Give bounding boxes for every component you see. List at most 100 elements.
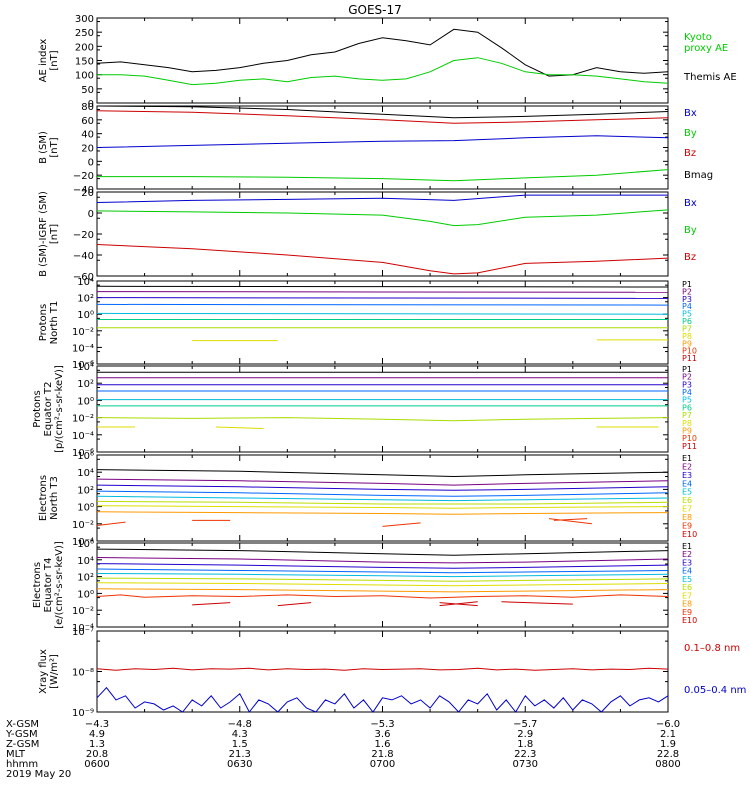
y-tick-label: −40 bbox=[73, 185, 94, 196]
y-tick-label: 10⁴ bbox=[77, 362, 94, 373]
series-line-e10 bbox=[439, 601, 478, 607]
y-tick-label: 10⁻⁴ bbox=[72, 343, 94, 354]
y-tick-label: 10⁴ bbox=[77, 277, 94, 288]
legend-entry: P7 bbox=[682, 324, 692, 333]
series-line-p5 bbox=[96, 312, 669, 315]
series-line-p3 bbox=[96, 297, 669, 299]
series-line-e7 bbox=[96, 582, 669, 587]
plot-title: GOES-17 bbox=[348, 3, 402, 17]
y-tick-label: 10⁻⁴ bbox=[72, 537, 94, 548]
y-tick-label: 10⁰ bbox=[77, 310, 94, 321]
series-line-0-05-0-4-nm bbox=[96, 686, 669, 713]
series-line-e9 bbox=[96, 521, 126, 526]
x-axis-value: 21.3 bbox=[229, 749, 251, 760]
legend-entry: P11 bbox=[682, 354, 697, 363]
x-axis-value: 0600 bbox=[84, 759, 109, 770]
y-axis-label: [nT] bbox=[49, 137, 60, 157]
legend-entry: E10 bbox=[682, 616, 697, 625]
y-axis-label: Electrons bbox=[38, 475, 49, 521]
series-line-e9 bbox=[553, 518, 588, 521]
y-tick-label: 10² bbox=[77, 379, 94, 390]
y-tick-label: 300 bbox=[75, 14, 94, 25]
panel-bdiff: 20 0 −20 −40 −60 B (SM)-IGRF (SM) [nT] Bx By Bz bbox=[38, 188, 697, 283]
legend-entry: E7 bbox=[682, 505, 692, 514]
series-line-e6 bbox=[96, 500, 669, 505]
legend-entry: P10 bbox=[682, 347, 697, 356]
x-axis-value: 22.3 bbox=[514, 749, 536, 760]
legend-entry: E10 bbox=[682, 530, 697, 539]
legend-entry: Bz bbox=[684, 148, 696, 159]
legend-entry: By bbox=[684, 225, 697, 236]
y-axis-label: Xray flux bbox=[38, 649, 49, 694]
y-axis-label: [W/m²] bbox=[49, 654, 60, 689]
y-axis-label: B (SM)-IGRF (SM) bbox=[38, 191, 49, 277]
panel-frame bbox=[96, 17, 669, 104]
y-tick-label: 10⁻⁶ bbox=[72, 360, 94, 371]
series-line-bz bbox=[96, 110, 669, 124]
legend-entry: P8 bbox=[682, 332, 692, 341]
x-axis-value: 3.6 bbox=[375, 729, 391, 740]
x-axis-row-label: MLT bbox=[6, 749, 26, 760]
x-axis-value: 1.5 bbox=[232, 739, 248, 750]
legend-entry: E6 bbox=[682, 496, 692, 505]
legend-entry: 0.1–0.8 nm bbox=[684, 643, 740, 654]
series-line-e3 bbox=[96, 484, 669, 491]
y-axis-label: Protons bbox=[32, 390, 43, 427]
y-tick-label: 10⁻⁶ bbox=[72, 448, 94, 459]
x-axis-footer: X-GSM −4.3 −4.8 −5.3 −5.7 −6.0 Y-GSM 4.9 4.3 3.6 2… bbox=[5, 719, 681, 770]
legend-entry: E9 bbox=[682, 521, 692, 530]
x-axis-value: 2.1 bbox=[660, 729, 676, 740]
panel-ee: 10⁶ 10⁴ 10² 10⁰ 10⁻² 10⁻⁴ Electrons Equator T4[… bbox=[32, 539, 697, 634]
legend-entry: Kyoto bbox=[684, 32, 712, 43]
x-axis-value: −6.0 bbox=[656, 719, 680, 730]
legend-entry: P9 bbox=[682, 339, 692, 348]
legend-entry: P6 bbox=[682, 403, 692, 412]
series-line-p1 bbox=[96, 285, 669, 288]
legend-entry: Bmag bbox=[684, 170, 713, 181]
date-label: 2019 May 20 bbox=[6, 769, 71, 780]
series-line-e10 bbox=[277, 602, 312, 607]
x-axis-value: 1.8 bbox=[517, 739, 533, 750]
series-line-themis-ae bbox=[96, 28, 669, 77]
series-line-e10 bbox=[192, 602, 231, 606]
x-axis-value: 21.8 bbox=[371, 749, 393, 760]
series-line-by bbox=[97, 169, 669, 182]
y-tick-label: 10⁴ bbox=[77, 468, 94, 479]
y-tick-label: 150 bbox=[75, 57, 94, 68]
series-line-bx bbox=[96, 135, 669, 148]
panel-bsm: 80 60 40 20 0 −20 −40 B (SM) [nT] Bx By Bz Bmag bbox=[38, 102, 713, 196]
legend-entry: By bbox=[684, 128, 697, 139]
series-line-e9 bbox=[548, 518, 592, 525]
legend-entry: P10 bbox=[682, 434, 697, 443]
legend-entry: E7 bbox=[682, 591, 692, 600]
y-tick-label: −60 bbox=[73, 272, 94, 283]
legend-entry: E6 bbox=[682, 583, 692, 592]
series-line-e5 bbox=[96, 573, 669, 578]
y-axis-label: North T1 bbox=[49, 301, 60, 345]
x-axis-value: −4.3 bbox=[85, 719, 109, 730]
legend-entry: P7 bbox=[682, 411, 692, 420]
y-tick-label: 0 bbox=[88, 99, 94, 110]
legend-entry: P2 bbox=[682, 287, 692, 296]
legend-entry: Bz bbox=[684, 252, 696, 263]
legend-entry: E8 bbox=[682, 513, 692, 522]
series-line-p4 bbox=[96, 303, 669, 306]
series-line-p2 bbox=[96, 291, 669, 293]
y-axis-label: [e/(cm²-s-sr-keV)] bbox=[54, 541, 65, 629]
y-tick-label: 10⁰ bbox=[77, 503, 94, 514]
y-tick-label: 10⁶ bbox=[77, 451, 94, 462]
series-line-e8 bbox=[96, 511, 669, 515]
y-axis-label: Protons bbox=[38, 304, 49, 341]
legend-entry: P5 bbox=[682, 310, 692, 319]
y-tick-label: 20 bbox=[81, 188, 94, 199]
series-line-e1 bbox=[96, 548, 669, 556]
y-tick-label: 10⁻² bbox=[72, 520, 94, 531]
y-tick-label: 20 bbox=[81, 144, 94, 155]
y-tick-label: 10⁻⁹ bbox=[72, 708, 94, 719]
series-line-by bbox=[96, 209, 669, 227]
panel-frame bbox=[96, 454, 669, 542]
y-tick-label: 50 bbox=[81, 85, 94, 96]
series-line-e9 bbox=[96, 594, 669, 599]
series-line-0-1-0-8-nm bbox=[96, 667, 669, 671]
